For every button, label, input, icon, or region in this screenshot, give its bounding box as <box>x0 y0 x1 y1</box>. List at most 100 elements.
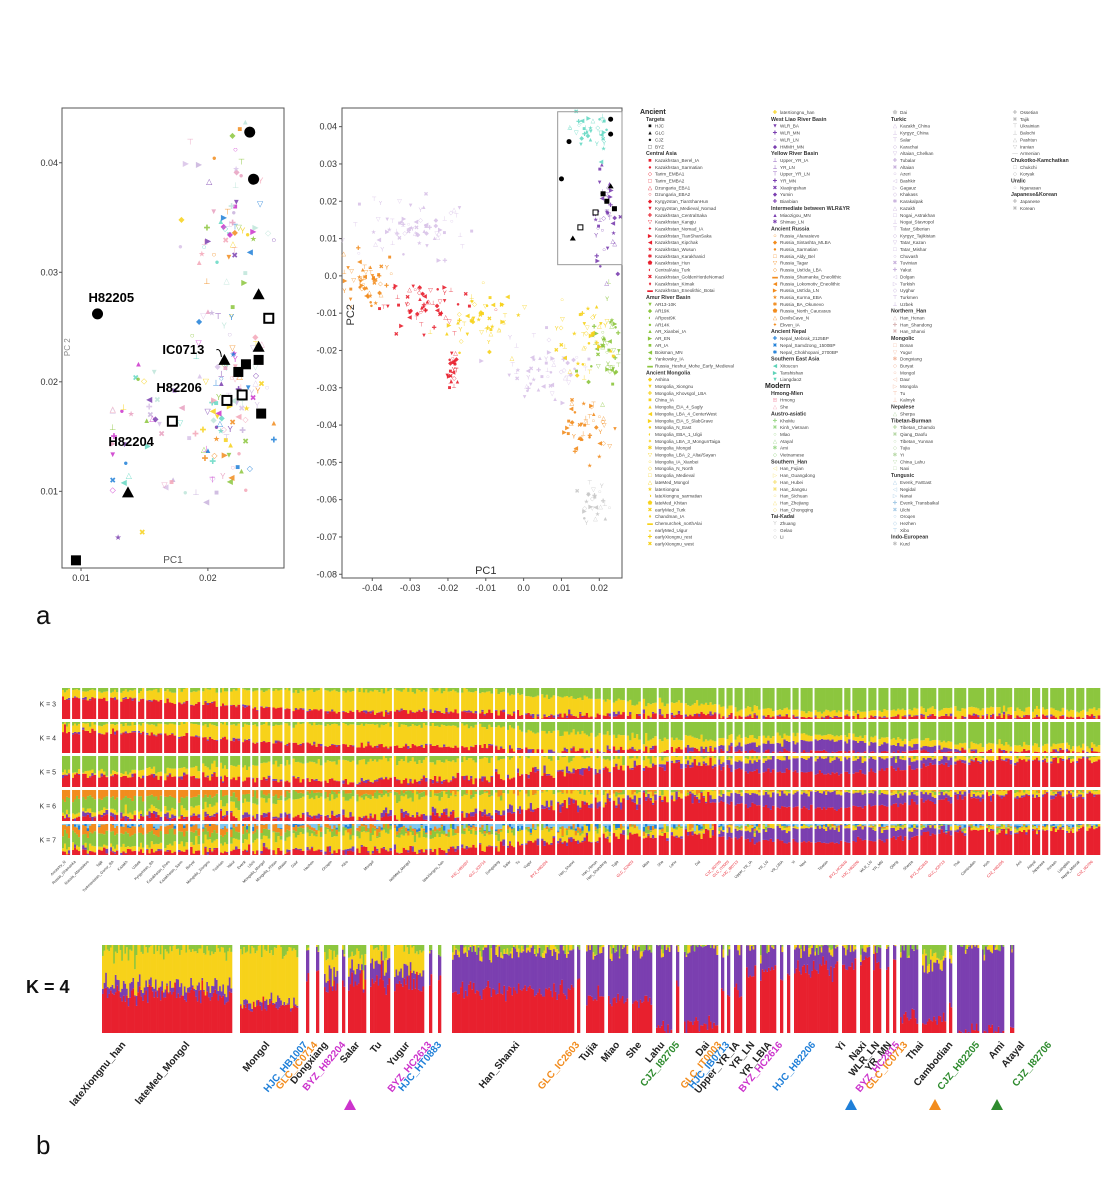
admixture-multiK-bar-segment <box>1027 706 1031 715</box>
admixture-multiK-bar-segment <box>467 728 471 751</box>
admixture-multiK-bar-segment <box>1059 749 1062 753</box>
admixture-multiK-bar-segment <box>367 761 370 780</box>
admixture-multiK-bar-segment <box>190 692 193 705</box>
legend-symbol: ✚ <box>1013 109 1018 116</box>
admixture-multiK-bar-segment <box>1090 747 1094 751</box>
admixture-multiK-bar-segment <box>651 688 655 704</box>
admixture-multiK-bar-segment <box>416 746 419 753</box>
zoom-bg-marker: ▽ <box>250 344 257 353</box>
admixture-multiK-bar-segment <box>933 739 937 746</box>
zoom-bg-marker: ✚ <box>111 432 118 441</box>
admixture-multiK-bar-segment <box>418 724 421 746</box>
legend-symbol: ▶ <box>648 336 653 342</box>
legend-subgroup-title: Ancient Nepal <box>771 329 807 335</box>
full-scatter-marker: ■ <box>598 167 602 173</box>
full-scatter-marker: ● <box>436 287 440 293</box>
admixture-multiK-bar-segment <box>749 715 752 719</box>
admixture-multiK-bar-segment <box>232 704 236 719</box>
full-scatter-marker: ▽ <box>606 213 611 219</box>
admixture-multiK-bar-segment <box>171 692 174 704</box>
legend-entry: Xitoucun <box>780 363 798 368</box>
admixture-multiK-bar-segment <box>1046 752 1049 753</box>
admixture-multiK-bar-segment <box>517 749 520 753</box>
legend-entry: Kazakhstan_GoldenHordeNomad <box>655 274 724 279</box>
admixture-multiK-bar-segment <box>152 722 156 725</box>
full-scatter-marker: ▲ <box>417 297 423 303</box>
admixture-multiK-bar-segment <box>751 711 754 718</box>
legend-subgroup-title: Ancient Russia <box>771 226 809 232</box>
admixture-multiK-bar-segment <box>778 714 782 717</box>
legend-symbol: ○ <box>773 233 776 239</box>
legend-symbol: ▷ <box>893 281 898 287</box>
admixture-multiK-bar-segment <box>206 689 210 704</box>
admixture-multiK-bar-segment <box>1086 688 1089 712</box>
full-scatter-marker: ✖ <box>397 235 402 242</box>
admixture-multiK-bar-segment <box>146 734 149 753</box>
admixture-multiK-bar-segment <box>362 710 366 713</box>
admixture-multiK-bar-segment <box>852 722 855 734</box>
admixture-multiK-bar-segment <box>294 690 298 709</box>
admixture-multiK-bar-segment <box>301 691 305 709</box>
admixture-multiK-bar-segment <box>720 688 723 707</box>
admixture-multiK-bar-segment <box>195 736 198 753</box>
zoom-bg-marker: ✖ <box>242 437 249 446</box>
admixture-multiK-bar-segment <box>75 688 79 690</box>
admixture-multiK-bar-segment <box>148 701 151 719</box>
admixture-multiK-bar-segment <box>150 774 154 787</box>
admixture-multiK-bar-segment <box>1088 748 1092 753</box>
admixture-multiK-bar-segment <box>638 715 641 719</box>
admixture-multiK-bar-segment <box>342 722 345 724</box>
admixture-multiK-bar-segment <box>839 750 843 753</box>
full-x-tick-label: 0.0 <box>517 583 530 593</box>
admixture-multiK-bar-segment <box>1093 722 1096 745</box>
admixture-multiK-bar-segment <box>974 688 978 708</box>
admixture-multiK-bar-segment <box>617 711 621 715</box>
admixture-multiK-bar-segment <box>333 744 336 753</box>
admixture-multiK-bar-segment <box>885 737 889 744</box>
admixture-multiK-bar-segment <box>454 691 457 710</box>
admixture-multiK-bar-segment <box>326 756 330 761</box>
admixture-multiK-bar-segment <box>223 691 227 706</box>
full-scatter-marker: ◆ <box>586 379 591 385</box>
admixture-multiK-bar-segment <box>246 739 249 753</box>
full-scatter-marker: ○ <box>583 346 587 352</box>
admixture-multiK-bar-segment <box>572 722 576 730</box>
admixture-multiK-bar-segment <box>470 746 473 747</box>
admixture-multiK-bar-segment <box>1023 741 1026 749</box>
admixture-multiK-bar-segment <box>438 711 442 719</box>
admixture-multiK-bar-segment <box>171 688 174 693</box>
admixture-multiK-bar-segment <box>142 756 145 770</box>
admixture-multiK-bar-segment <box>559 736 562 753</box>
admixture-multiK-bar-segment <box>373 714 377 719</box>
full-scatter-marker: ⊤ <box>454 213 459 220</box>
admixture-multiK-bar-segment <box>1032 711 1035 719</box>
admixture-multiK-bar-segment <box>695 688 699 701</box>
admixture-multiK-bar-segment <box>299 722 303 725</box>
full-scatter-marker: ★ <box>611 230 616 237</box>
admixture-multiK-bar-segment <box>93 724 97 731</box>
admixture-multiK-bar-segment <box>802 722 806 734</box>
zoom-point-open-square <box>166 415 178 427</box>
admixture-multiK-bar-segment <box>110 776 113 787</box>
admixture-multiK-bar-segment <box>254 756 257 766</box>
admixture-multiK-bar-segment <box>670 688 674 703</box>
admixture-multiK-bar-segment <box>846 737 849 744</box>
admixture-multiK-bar-segment <box>1080 710 1083 719</box>
admixture-multiK-bar-segment <box>776 715 780 719</box>
admixture-multiK-bar-segment <box>286 745 289 753</box>
admixture-multiK-bar-segment <box>767 740 770 750</box>
admixture-multiK-bar-segment <box>86 723 90 731</box>
admixture-multiK-bar-segment <box>583 733 587 753</box>
admixture-multiK-bar-segment <box>88 732 92 753</box>
full-scatter-marker: Y <box>600 484 604 490</box>
admixture-multiK-bar-segment <box>358 747 361 753</box>
zoom-bg-marker: ◀ <box>203 497 210 506</box>
admixture-multiK-bar-segment <box>256 742 259 743</box>
admixture-multiK-bar-segment <box>702 688 706 705</box>
admixture-multiK-bar-segment <box>1057 688 1060 711</box>
full-scatter-marker: ✚ <box>592 493 597 500</box>
admixture-multiK-bar-segment <box>211 703 214 719</box>
admixture-multiK-bar-segment <box>1025 688 1028 708</box>
admixture-multiK-bar-segment <box>465 724 469 748</box>
legend-symbol: ✚ <box>773 178 778 185</box>
